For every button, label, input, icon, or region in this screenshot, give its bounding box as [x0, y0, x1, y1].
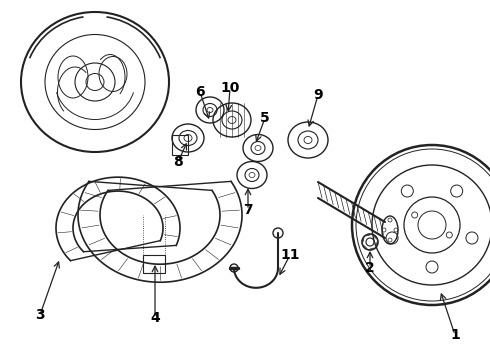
Text: 10: 10 [220, 81, 240, 95]
Text: 5: 5 [260, 111, 270, 125]
Text: 1: 1 [450, 328, 460, 342]
Text: 6: 6 [195, 85, 205, 99]
Text: 7: 7 [243, 203, 253, 217]
Text: 8: 8 [173, 155, 183, 169]
Text: 11: 11 [280, 248, 300, 262]
Bar [143, 255, 165, 273]
Text: 3: 3 [35, 308, 45, 322]
Text: 2: 2 [365, 261, 375, 275]
Text: 4: 4 [150, 311, 160, 325]
Text: 9: 9 [313, 88, 323, 102]
